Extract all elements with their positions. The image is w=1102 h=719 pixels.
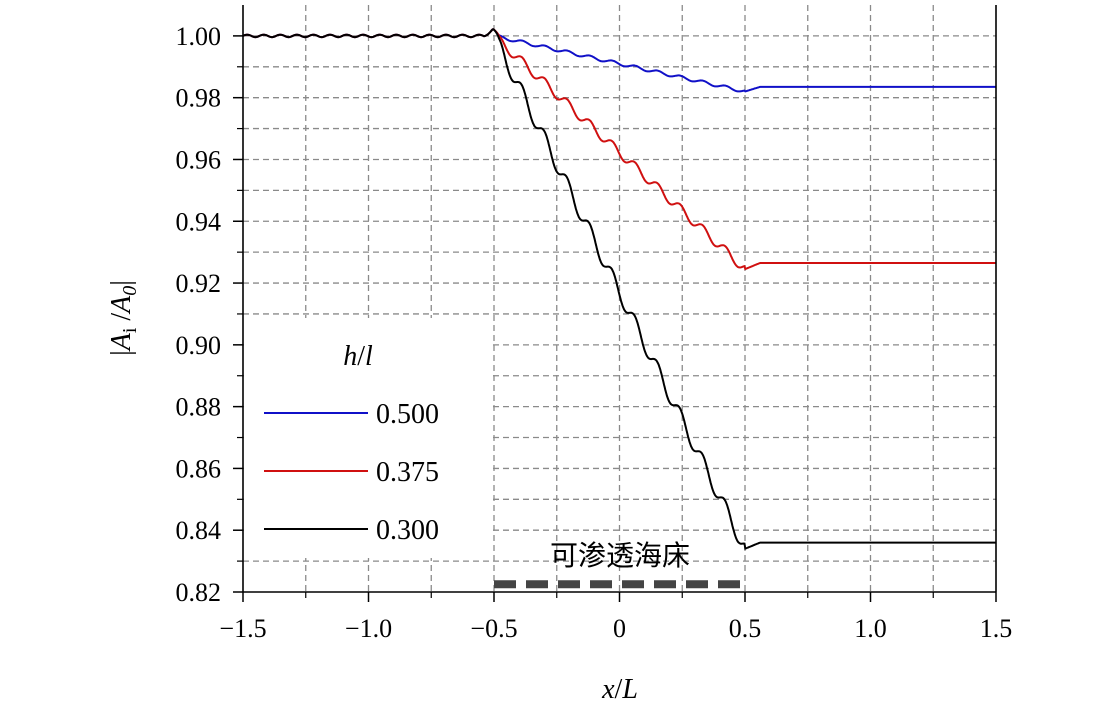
- permeable-seabed-annotation: 可渗透海床: [494, 539, 745, 589]
- x-tick-label: −1.5: [219, 614, 266, 643]
- x-tick-label: 1.0: [854, 614, 887, 643]
- legend-label: 0.500: [376, 399, 439, 430]
- x-tick-label: 1.5: [980, 614, 1013, 643]
- x-tick-label: −1.0: [345, 614, 392, 643]
- y-tick-label: 0.92: [176, 269, 222, 298]
- y-tick-label: 0.86: [176, 454, 222, 483]
- y-tick-label: 0.94: [176, 207, 222, 236]
- series-line: [242, 28, 996, 551]
- legend-label: 0.300: [376, 515, 439, 546]
- y-tick-label: 1.00: [176, 22, 222, 51]
- y-tick-label: 0.90: [176, 331, 222, 360]
- legend-box: [244, 318, 490, 558]
- series-lines: [242, 28, 996, 551]
- legend: h/l 0.500 0.375 0.300: [244, 318, 490, 558]
- y-tick-label: 0.88: [176, 393, 222, 422]
- x-tick-label: 0: [613, 614, 626, 643]
- x-tick-label: −0.5: [470, 614, 517, 643]
- annotation-text: 可渗透海床: [550, 539, 690, 572]
- legend-title: h/l: [343, 341, 373, 372]
- tick-labels: −1.5 −1.0 −0.5 0 0.5 1.0 1.5 0.82 0.84 0.86 0.88 0.…: [176, 22, 1013, 643]
- x-tick-label: 0.5: [729, 614, 762, 643]
- y-axis-label: |Ai /A0|: [106, 280, 141, 356]
- y-tick-label: 0.82: [176, 578, 222, 607]
- legend-label: 0.375: [376, 457, 439, 488]
- y-tick-label: 0.98: [176, 84, 222, 113]
- y-tick-label: 0.96: [176, 145, 222, 174]
- x-axis-label: x/L: [601, 674, 638, 705]
- y-tick-label: 0.84: [176, 516, 222, 545]
